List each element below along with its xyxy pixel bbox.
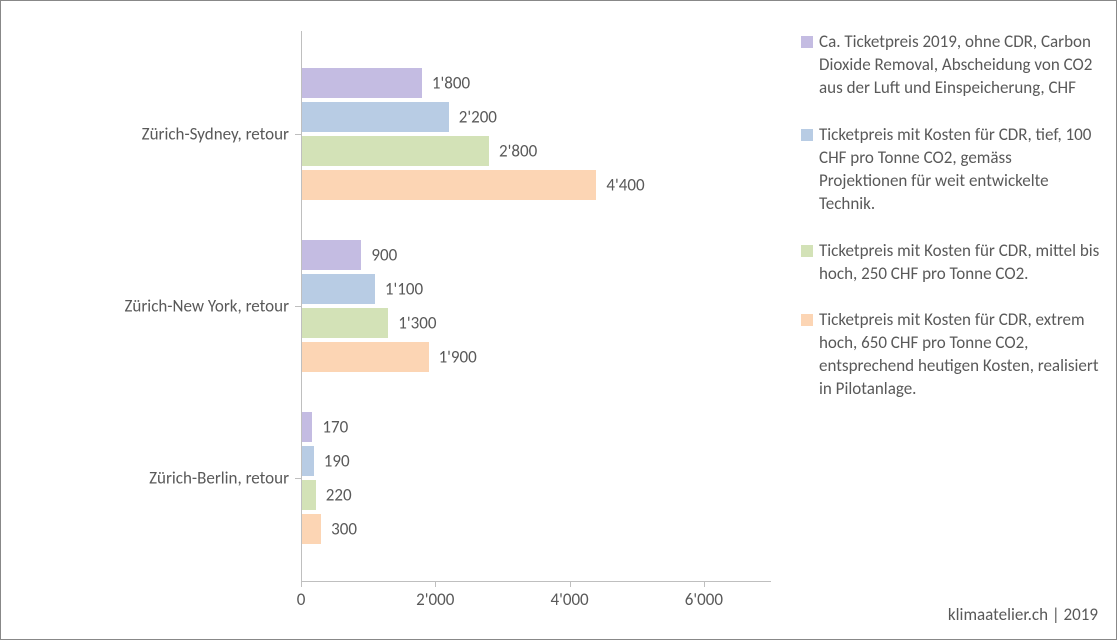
- x-tick: [570, 581, 571, 587]
- bar: 190: [301, 446, 314, 476]
- legend: Ca. Ticketpreis 2019, ohne CDR, Carbon D…: [801, 31, 1101, 425]
- legend-swatch: [801, 36, 813, 48]
- x-tick: [435, 581, 436, 587]
- y-tick: [295, 134, 301, 135]
- legend-item: Ticketpreis mit Kosten für CDR, extrem h…: [801, 309, 1101, 401]
- legend-text: Ca. Ticketpreis 2019, ohne CDR, Carbon D…: [819, 31, 1101, 100]
- bar-value-label: 1'900: [429, 347, 477, 368]
- bar-value-label: 1'100: [375, 279, 423, 300]
- y-axis-categories: Zürich-Sydney, retour Zürich-New York, re…: [1, 31, 301, 581]
- bar: 900: [301, 240, 361, 270]
- bar: 1'800: [301, 68, 422, 98]
- x-tick: [704, 581, 705, 587]
- bar: 2'800: [301, 136, 489, 166]
- bar: 2'200: [301, 102, 449, 132]
- legend-item: Ticketpreis mit Kosten für CDR, tief, 10…: [801, 124, 1101, 216]
- x-tick-label: 2'000: [416, 589, 454, 610]
- bar-value-label: 2'800: [489, 141, 537, 162]
- category-label: Zürich-Sydney, retour: [142, 124, 289, 145]
- bar-value-label: 900: [361, 245, 397, 266]
- bar-value-label: 220: [316, 485, 352, 506]
- legend-text: Ticketpreis mit Kosten für CDR, tief, 10…: [819, 124, 1101, 216]
- legend-swatch: [801, 314, 813, 326]
- bar: 1'900: [301, 342, 429, 372]
- plot-area: 1'800 2'200 2'800 4'400 900 1'100 1'300 1'900 17…: [301, 31, 771, 581]
- bar: 4'400: [301, 170, 596, 200]
- x-axis: 02'0004'0006'000: [301, 581, 771, 621]
- bar: 1'300: [301, 308, 388, 338]
- y-tick: [295, 478, 301, 479]
- bar-value-label: 190: [314, 451, 350, 472]
- y-axis-line: [301, 31, 302, 581]
- bar-value-label: 1'300: [388, 313, 436, 334]
- bar: 300: [301, 514, 321, 544]
- legend-item: Ticketpreis mit Kosten für CDR, mittel b…: [801, 240, 1101, 286]
- legend-text: Ticketpreis mit Kosten für CDR, mittel b…: [819, 240, 1101, 286]
- category-label: Zürich-Berlin, retour: [149, 468, 289, 489]
- y-tick: [295, 306, 301, 307]
- bar-value-label: 300: [321, 519, 357, 540]
- category-label: Zürich-New York, retour: [124, 296, 289, 317]
- x-tick-label: 4'000: [550, 589, 588, 610]
- bar-value-label: 1'800: [422, 73, 470, 94]
- legend-item: Ca. Ticketpreis 2019, ohne CDR, Carbon D…: [801, 31, 1101, 100]
- x-tick-label: 0: [297, 589, 306, 610]
- bar: 220: [301, 480, 316, 510]
- x-tick-label: 6'000: [685, 589, 723, 610]
- legend-text: Ticketpreis mit Kosten für CDR, extrem h…: [819, 309, 1101, 401]
- chart-container: Zürich-Sydney, retour Zürich-New York, re…: [0, 0, 1117, 640]
- source-label: klimaatelier.ch | 2019: [948, 604, 1098, 625]
- legend-swatch: [801, 245, 813, 257]
- bar-value-label: 4'400: [596, 175, 644, 196]
- legend-swatch: [801, 129, 813, 141]
- bar-value-label: 2'200: [449, 107, 497, 128]
- bar-value-label: 170: [312, 417, 348, 438]
- bar: 170: [301, 412, 312, 442]
- x-tick: [301, 581, 302, 587]
- bar: 1'100: [301, 274, 375, 304]
